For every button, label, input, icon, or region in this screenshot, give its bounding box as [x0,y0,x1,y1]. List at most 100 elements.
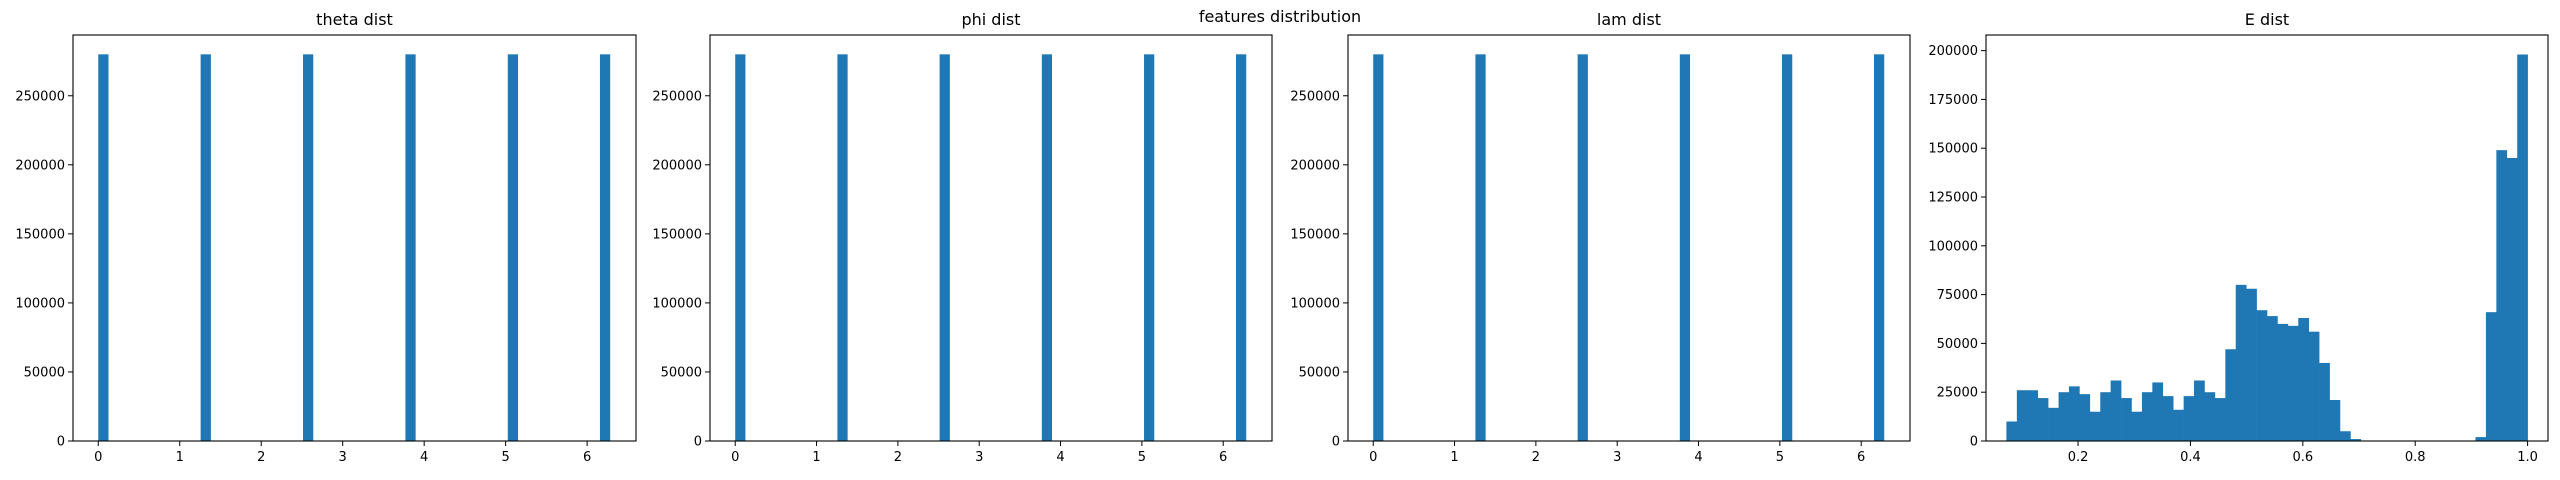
histogram-bar [2329,400,2341,441]
x-tick-label: 0.6 [2292,450,2313,465]
histogram-bar [2485,312,2497,441]
y-tick-label: 250000 [15,89,65,104]
x-tick-label: 0 [94,450,102,465]
axes-frame [1347,34,1911,442]
x-tick-label: 2 [1532,450,1540,465]
x-tick-label: 0.4 [2180,450,2201,465]
histogram-bar [2308,331,2320,441]
histogram-bar [2225,349,2237,441]
x-tick-label: 6 [1219,450,1227,465]
figure-suptitle: features distribution [1198,7,1362,26]
histogram-bar [2006,421,2018,441]
x-tick-label: 5 [1776,450,1784,465]
x-tick-label: 1 [176,450,184,465]
y-tick-label: 75000 [1937,288,1978,303]
histogram-bar [939,54,950,441]
histogram-bar [2319,362,2330,441]
histogram-bar [2100,392,2111,441]
histogram-bar [2058,392,2070,441]
x-tick-label: 2 [894,450,902,465]
y-tick-label: 50000 [661,365,702,380]
histogram-bar [2068,386,2080,441]
histogram-bar [2496,150,2508,441]
y-tick-label: 200000 [1290,158,1340,173]
histogram-bar [2298,318,2310,441]
histogram-bar [98,54,109,441]
x-tick-label: 1 [1450,450,1458,465]
histogram-bar [2131,411,2143,441]
histogram-bar [1577,54,1588,441]
x-tick-label: 1 [812,450,820,465]
histogram-bar [837,54,848,441]
y-tick-label: 200000 [652,158,702,173]
x-tick-label: 4 [1694,450,1702,465]
histogram-bar [2162,396,2174,441]
x-tick-label: 6 [583,450,591,465]
histogram-bar [405,54,416,441]
histogram-bar [2016,390,2028,441]
y-tick-label: 50000 [1937,337,1978,352]
histogram-bar [1782,54,1793,441]
histogram-bar [2475,437,2487,441]
histogram-bar [2152,382,2164,441]
x-tick-label: 0 [731,450,739,465]
histogram-bar [1874,54,1885,441]
y-tick-label: 0 [1970,435,1978,450]
histogram-bar [303,54,314,441]
histogram-bar [1679,54,1691,441]
y-tick-label: 150000 [1928,142,1978,157]
x-tick-label: 6 [1857,450,1865,465]
y-tick-label: 250000 [652,89,702,104]
histogram-bar [2173,409,2184,441]
histogram-bar [2194,380,2205,441]
y-tick-label: 100000 [1928,239,1978,254]
x-tick-label: 4 [420,450,428,465]
histogram-bar [2506,157,2518,441]
axes-frame [72,34,637,442]
histogram-bar [1144,54,1155,441]
histogram-bar [2027,390,2038,441]
x-tick-label: 4 [1056,450,1064,465]
y-tick-label: 0 [694,435,702,450]
y-tick-label: 100000 [15,296,65,311]
histogram-bar [2214,398,2226,441]
subplot-title: lam dist [1597,10,1661,29]
y-tick-label: 250000 [1290,89,1340,104]
histogram-bar [1475,54,1486,441]
histogram-bar [2267,316,2278,441]
histogram-bar [2235,284,2247,441]
x-tick-label: 2 [257,450,265,465]
histogram-bar [2256,310,2268,441]
y-tick-label: 0 [57,435,65,450]
histogram-bar [1041,54,1053,441]
histogram-bar [2110,380,2122,441]
y-tick-label: 150000 [15,227,65,242]
y-tick-label: 125000 [1928,191,1978,206]
subplot-title: E dist [2245,10,2289,29]
x-tick-label: 3 [975,450,983,465]
subplot-1: 0 1 2 3 4 5 6 0 50000 100000 150000 200000 250000 the… [15,10,637,465]
histogram-bar [2246,288,2257,441]
y-tick-label: 50000 [24,365,65,380]
y-tick-label: 100000 [652,296,702,311]
y-tick-label: 50000 [1299,365,1340,380]
y-tick-label: 100000 [1290,296,1340,311]
histogram-bar [599,54,611,441]
x-tick-label: 1.0 [2517,450,2538,465]
subplot-2: 0 1 2 3 4 5 6 0 50000 100000 150000 200000 250000 phi… [652,10,1273,465]
histogram-bar [2517,54,2528,442]
y-tick-label: 150000 [652,227,702,242]
subplot-3: 0 1 2 3 4 5 6 0 50000 100000 150000 200000 250000 lam… [1290,10,1911,465]
histogram-bar [2204,392,2216,441]
histogram-bar [2277,323,2289,441]
x-tick-label: 0.2 [2068,450,2089,465]
histogram-bar [2121,398,2132,441]
histogram-bar [2339,431,2351,441]
y-tick-label: 0 [1332,435,1340,450]
histogram-bar [507,54,519,441]
axes-frame [709,34,1273,442]
histogram-bar [2079,394,2091,441]
axes-frame [1985,34,2549,442]
x-tick-label: 3 [339,450,347,465]
